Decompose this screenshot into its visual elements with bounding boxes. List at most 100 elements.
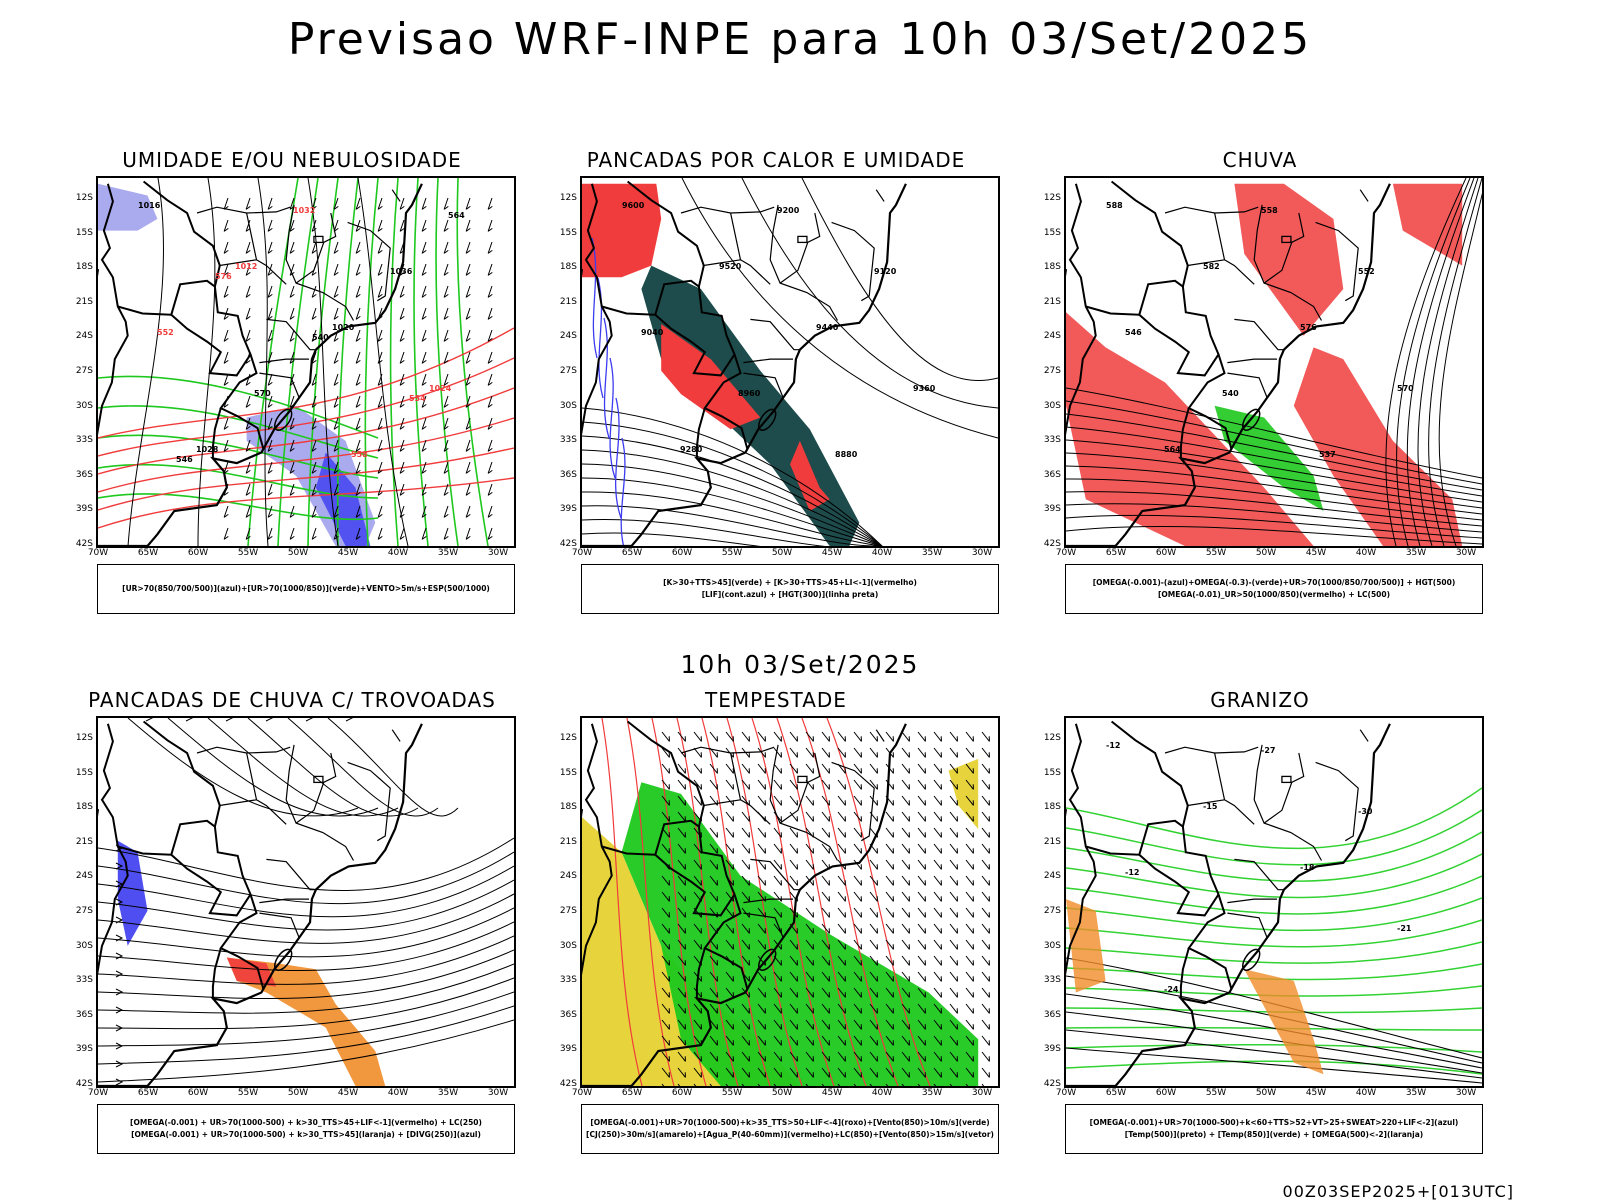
streamline bbox=[98, 935, 514, 985]
wind-vector bbox=[933, 923, 942, 934]
wind-vector bbox=[901, 827, 910, 838]
wind-vector bbox=[289, 461, 295, 474]
map-frame: 588 582 576 570 564 558 552 546 540 537 bbox=[1064, 176, 1484, 548]
wind-vector bbox=[311, 505, 317, 518]
wind-vector bbox=[981, 779, 990, 790]
wind-vector bbox=[399, 461, 405, 474]
wind-vector bbox=[741, 923, 750, 934]
wind-vector bbox=[693, 1083, 697, 1086]
wind-vector bbox=[661, 939, 670, 950]
wind-vector bbox=[757, 971, 766, 982]
wind-vector bbox=[709, 859, 718, 870]
wind-vector bbox=[965, 923, 974, 934]
lat-tick-label: 27S bbox=[559, 366, 577, 376]
state-border bbox=[831, 761, 875, 842]
country-border bbox=[170, 853, 252, 917]
wind-vector bbox=[311, 417, 317, 430]
lat-tick-label: 33S bbox=[1043, 435, 1061, 446]
humidity-1000-contour bbox=[413, 178, 429, 546]
wind-vector bbox=[981, 1067, 990, 1078]
country-border bbox=[1179, 947, 1190, 999]
wind-vector bbox=[267, 505, 273, 518]
lat-tick-label: 42S bbox=[1043, 539, 1061, 549]
country-border bbox=[1138, 853, 1220, 917]
wind-vector bbox=[965, 811, 974, 822]
streamline bbox=[98, 921, 514, 971]
wind-vector bbox=[693, 1067, 702, 1078]
wind-vector bbox=[245, 197, 251, 210]
wind-vector bbox=[789, 1035, 798, 1046]
contour-label: 1016 bbox=[138, 201, 161, 210]
wind-vector bbox=[693, 1003, 702, 1014]
lat-tick-label: 36S bbox=[1043, 469, 1061, 480]
wind-vector bbox=[377, 285, 383, 298]
wind-vector bbox=[805, 1051, 814, 1062]
lat-tick-label: 30S bbox=[559, 400, 577, 411]
wind-vector bbox=[333, 505, 339, 518]
streamline bbox=[287, 718, 439, 817]
wind-vector bbox=[289, 307, 295, 320]
wind-vector bbox=[725, 859, 734, 870]
lat-tick-label: 30S bbox=[559, 940, 577, 951]
hgt300-contour bbox=[582, 435, 883, 546]
wind-vector bbox=[421, 461, 427, 474]
wind-vector bbox=[355, 351, 361, 364]
state-border bbox=[1263, 212, 1305, 284]
wind-vector bbox=[869, 1083, 873, 1086]
wind-vector bbox=[917, 939, 926, 950]
country-border bbox=[211, 947, 222, 999]
wind-vector bbox=[789, 1051, 798, 1062]
streamline-arrow bbox=[115, 898, 124, 906]
contour-label: 546 bbox=[1125, 328, 1142, 337]
state-border bbox=[347, 221, 391, 302]
wind-vector bbox=[709, 955, 718, 966]
wind-vector bbox=[289, 483, 295, 496]
lat-tick-label: 24S bbox=[1043, 331, 1061, 342]
wind-vector bbox=[223, 219, 229, 232]
lat-tick-label: 21S bbox=[1043, 836, 1061, 847]
contour-label: 558 bbox=[351, 450, 368, 459]
wind-vector bbox=[805, 1067, 814, 1078]
wind-vector bbox=[245, 395, 251, 408]
wind-vector bbox=[757, 763, 766, 774]
wind-vector bbox=[741, 1003, 750, 1014]
wind-vector bbox=[443, 417, 449, 430]
pressure-contour bbox=[197, 178, 216, 546]
wind-vector bbox=[245, 307, 251, 320]
wind-vector bbox=[901, 891, 910, 902]
state-border bbox=[295, 752, 337, 824]
lat-tick-label: 18S bbox=[75, 262, 93, 273]
wind-vector bbox=[853, 1083, 857, 1086]
wind-vector bbox=[965, 875, 974, 886]
wind-vector bbox=[399, 505, 405, 518]
jet-region bbox=[582, 817, 800, 1086]
wind-vector bbox=[355, 241, 361, 254]
pressure-contour bbox=[257, 178, 269, 546]
legend-line: [CJ(250)>30m/s](amarelo)+[Agua_P(40-60mm… bbox=[586, 1130, 994, 1139]
lat-tick-label: 39S bbox=[75, 1044, 93, 1055]
lon-tick-label: 30W bbox=[487, 1088, 509, 1098]
country-border bbox=[654, 313, 736, 377]
wind-vector bbox=[693, 859, 702, 870]
wind-vector bbox=[965, 891, 974, 902]
streamline bbox=[207, 718, 399, 817]
wind-vector bbox=[757, 859, 766, 870]
wind-vector bbox=[869, 875, 878, 886]
wind-vector bbox=[853, 763, 862, 774]
hgt500-contour bbox=[1417, 178, 1479, 546]
wind-vector bbox=[443, 527, 449, 540]
wind-vector bbox=[773, 763, 782, 774]
wind-vector bbox=[837, 891, 846, 902]
temp850-contour bbox=[1066, 897, 1482, 932]
hgt500-contour bbox=[1066, 491, 1482, 527]
streamline bbox=[98, 879, 514, 931]
state-border bbox=[1315, 761, 1359, 842]
contour-label: 537 bbox=[1319, 450, 1336, 459]
wind-vector bbox=[289, 505, 295, 518]
wind-vector bbox=[377, 395, 383, 408]
wind-vector bbox=[981, 939, 990, 950]
state-border bbox=[259, 912, 300, 938]
wind-vector bbox=[333, 483, 339, 496]
contour-label: 558 bbox=[1261, 206, 1278, 215]
wind-vector bbox=[487, 483, 493, 496]
